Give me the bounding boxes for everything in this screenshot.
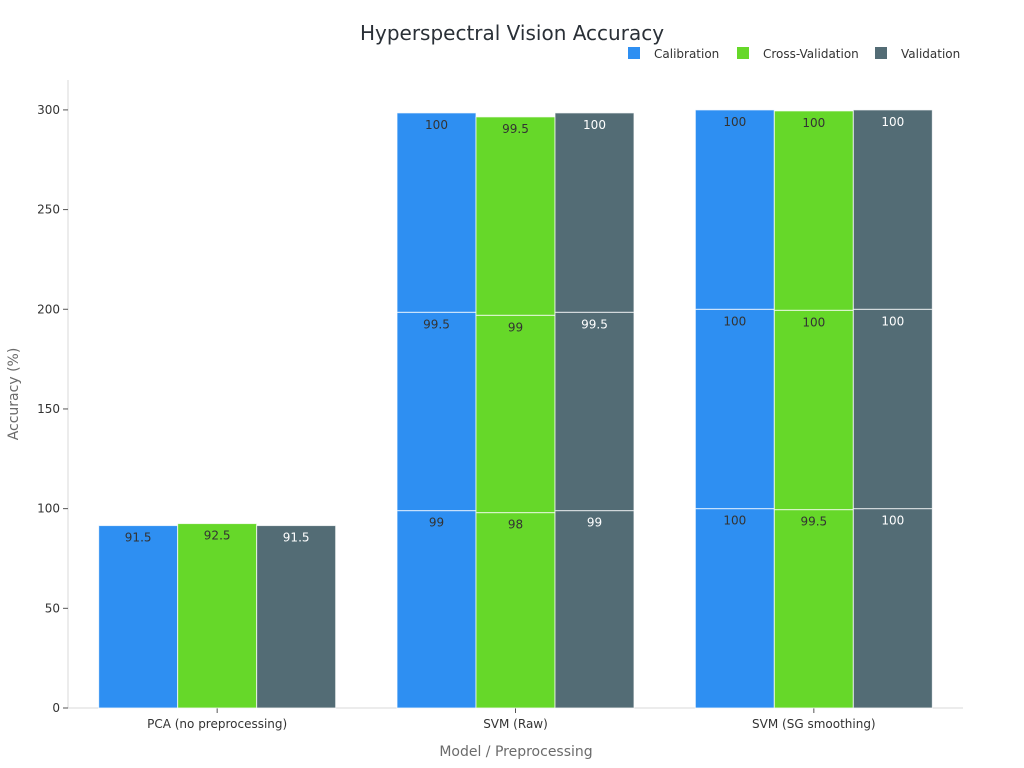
bar-calibration-segment: [396, 112, 477, 313]
data-label: 98: [508, 518, 523, 532]
data-label: 91.5: [283, 531, 310, 545]
bars: 91.5 92.5 91.5 99 99.5 100 98 99 99.5 99 99.5 100 10…: [98, 109, 933, 709]
bar-calibration-segment: [396, 510, 477, 709]
bar-calibration-segment: [694, 308, 775, 510]
data-label: 100: [881, 314, 904, 328]
data-label: 100: [583, 118, 606, 132]
bar-validation-segment: [554, 311, 635, 512]
legend: Calibration Cross-Validation Validation: [628, 47, 960, 61]
bar-validation-segment: [852, 109, 933, 310]
bar-cross-validation-segment: [475, 512, 556, 709]
x-ticks: PCA (no preprocessing) SVM (Raw) SVM (SG s…: [147, 708, 876, 731]
x-tick-label: PCA (no preprocessing): [147, 717, 287, 731]
y-tick-label: 250: [37, 203, 60, 217]
x-axis-label: Model / Preprocessing: [439, 744, 592, 760]
bar-calibration-segment: [98, 525, 179, 709]
y-tick-label: 300: [37, 103, 60, 117]
data-label: 100: [723, 514, 746, 528]
data-label: 99: [429, 516, 444, 530]
data-label: 99.5: [502, 122, 529, 136]
bar-cross-validation-segment: [177, 523, 258, 709]
bar-validation-segment: [852, 308, 933, 510]
data-label: 99.5: [423, 317, 450, 331]
data-label: 100: [723, 115, 746, 129]
bar-cross-validation-segment: [773, 509, 854, 709]
data-label: 100: [881, 115, 904, 129]
data-label: 100: [723, 314, 746, 328]
bar-cross-validation-segment: [475, 314, 556, 514]
data-label: 100: [425, 118, 448, 132]
y-ticks: 0 50 100 150 200 250 300: [37, 103, 68, 715]
bar-validation-segment: [554, 510, 635, 709]
y-axis-label: Accuracy (%): [6, 348, 22, 441]
bar-validation-segment: [554, 112, 635, 313]
data-label: 99: [587, 516, 602, 530]
data-label: 99.5: [800, 515, 827, 529]
data-label: 99.5: [581, 317, 608, 331]
data-label: 99: [508, 320, 523, 334]
data-label: 100: [802, 116, 825, 130]
bar-cross-validation-segment: [475, 116, 556, 316]
bar-calibration-segment: [396, 311, 477, 512]
y-tick-label: 150: [37, 402, 60, 416]
x-tick-label: SVM (Raw): [483, 717, 548, 731]
legend-label: Cross-Validation: [763, 47, 859, 61]
x-tick-label: SVM (SG smoothing): [752, 717, 876, 731]
legend-label: Calibration: [654, 47, 719, 61]
bar-validation-segment: [256, 525, 337, 709]
legend-label: Validation: [901, 47, 960, 61]
data-label: 100: [881, 514, 904, 528]
y-tick-label: 100: [37, 502, 60, 516]
bar-calibration-segment: [694, 109, 775, 310]
legend-swatch: [737, 47, 749, 59]
bar-validation-segment: [852, 508, 933, 709]
y-tick-label: 0: [52, 701, 60, 715]
y-tick-label: 200: [37, 302, 60, 316]
bar-cross-validation-segment: [773, 110, 854, 311]
chart-title: Hyperspectral Vision Accuracy: [360, 21, 664, 45]
bar-calibration-segment: [694, 508, 775, 709]
data-label: 100: [802, 315, 825, 329]
data-label: 92.5: [204, 529, 231, 543]
legend-swatch: [875, 47, 887, 59]
data-label: 91.5: [125, 531, 152, 545]
legend-swatch: [628, 47, 640, 59]
bar-cross-validation-segment: [773, 309, 854, 511]
y-tick-label: 50: [45, 601, 60, 615]
